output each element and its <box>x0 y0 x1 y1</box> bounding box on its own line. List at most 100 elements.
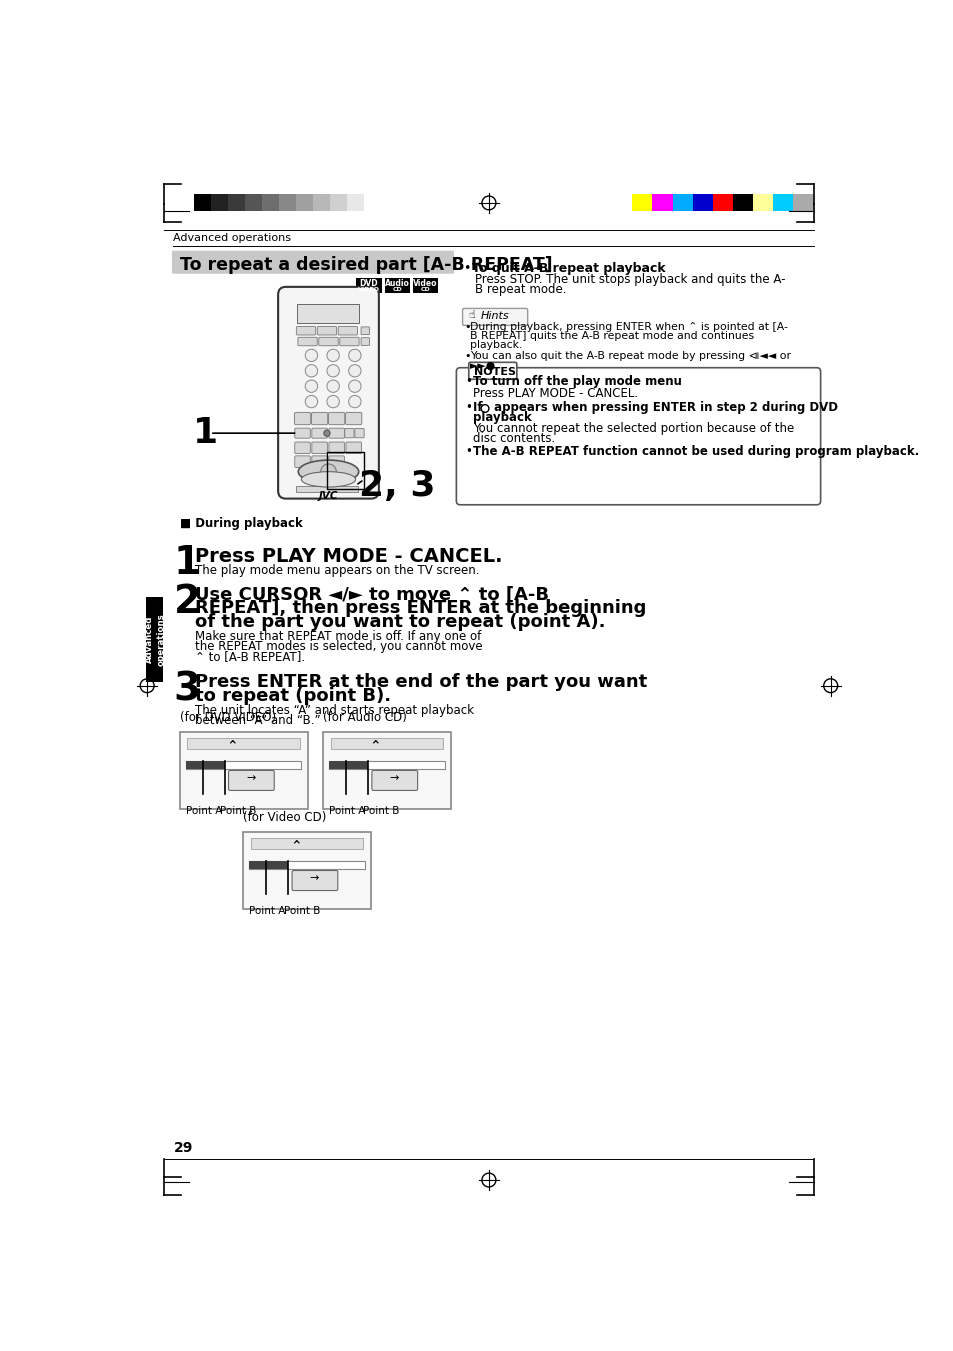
Text: During playback, pressing ENTER when ⌃ is pointed at [A-: During playback, pressing ENTER when ⌃ i… <box>470 322 787 332</box>
FancyBboxPatch shape <box>294 442 310 454</box>
Bar <box>329 761 368 769</box>
Bar <box>187 738 299 748</box>
Bar <box>179 732 307 809</box>
Circle shape <box>305 396 317 408</box>
Text: CD: CD <box>393 286 402 292</box>
Text: of the part you want to repeat (point A).: of the part you want to repeat (point A)… <box>195 613 605 631</box>
Bar <box>278 195 295 211</box>
Text: appears when pressing ENTER in step 2 during DVD: appears when pressing ENTER in step 2 du… <box>490 401 838 413</box>
FancyBboxPatch shape <box>297 338 317 346</box>
Bar <box>245 195 261 211</box>
Bar <box>471 370 514 374</box>
Bar <box>146 597 163 682</box>
Bar <box>753 195 773 211</box>
Bar <box>228 195 245 211</box>
Text: →: → <box>389 773 398 784</box>
Circle shape <box>305 380 317 392</box>
Bar <box>251 838 363 848</box>
Text: Point A: Point A <box>249 905 286 916</box>
Text: 29: 29 <box>173 1140 193 1155</box>
FancyBboxPatch shape <box>294 428 310 438</box>
Text: Press PLAY MODE - CANCEL.: Press PLAY MODE - CANCEL. <box>195 547 502 566</box>
FancyBboxPatch shape <box>360 338 369 346</box>
Text: playback: playback <box>473 411 532 424</box>
Text: ⌃ to [A-B REPEAT].: ⌃ to [A-B REPEAT]. <box>195 650 305 663</box>
Text: to repeat (point B).: to repeat (point B). <box>195 688 391 705</box>
Bar <box>243 832 371 909</box>
Text: ⌃: ⌃ <box>290 838 301 852</box>
Text: DVD: DVD <box>359 278 377 288</box>
Text: ☝: ☝ <box>468 311 475 320</box>
FancyBboxPatch shape <box>312 442 327 454</box>
Bar <box>331 738 443 748</box>
FancyBboxPatch shape <box>344 428 354 438</box>
Bar <box>313 195 330 211</box>
FancyBboxPatch shape <box>278 286 378 499</box>
Text: Press STOP. The unit stops playback and quits the A-: Press STOP. The unit stops playback and … <box>475 273 784 286</box>
Text: Point B: Point B <box>363 805 399 816</box>
Circle shape <box>327 380 339 392</box>
Circle shape <box>348 349 360 362</box>
Text: The A-B REPEAT function cannot be used during program playback.: The A-B REPEAT function cannot be used d… <box>473 446 919 458</box>
Text: Press ENTER at the end of the part you want: Press ENTER at the end of the part you w… <box>195 673 647 692</box>
Text: Point A: Point A <box>329 805 365 816</box>
Text: disc contents.: disc contents. <box>473 431 555 444</box>
Text: Advanced
operations: Advanced operations <box>144 613 165 666</box>
Text: To turn off the play mode menu: To turn off the play mode menu <box>473 376 681 389</box>
FancyBboxPatch shape <box>329 428 344 438</box>
Text: 1: 1 <box>193 416 218 450</box>
Text: To repeat a desired part [A-B REPEAT]: To repeat a desired part [A-B REPEAT] <box>179 257 552 274</box>
Text: B REPEAT] quits the A-B repeat mode and continues: B REPEAT] quits the A-B repeat mode and … <box>470 331 754 342</box>
FancyBboxPatch shape <box>329 455 344 467</box>
Text: Point A: Point A <box>186 805 222 816</box>
Bar <box>329 761 444 769</box>
Text: 1: 1 <box>173 544 200 582</box>
FancyBboxPatch shape <box>360 327 369 335</box>
Bar <box>692 195 712 211</box>
Text: •: • <box>464 322 470 332</box>
Text: 2: 2 <box>173 582 200 620</box>
Text: (for Audio CD): (for Audio CD) <box>323 711 407 724</box>
FancyBboxPatch shape <box>355 428 364 438</box>
Text: CD: CD <box>420 286 430 292</box>
Text: (for Video CD): (for Video CD) <box>243 811 326 824</box>
Text: VIDEO: VIDEO <box>357 286 379 292</box>
Bar <box>249 862 288 869</box>
Text: To quit A-B repeat playback: To quit A-B repeat playback <box>472 262 665 276</box>
FancyBboxPatch shape <box>172 251 454 274</box>
FancyBboxPatch shape <box>339 338 358 346</box>
Bar <box>186 761 224 769</box>
Bar <box>323 732 451 809</box>
Text: Audio: Audio <box>385 278 410 288</box>
FancyBboxPatch shape <box>456 367 820 505</box>
Text: Advanced operations: Advanced operations <box>173 234 292 243</box>
Bar <box>385 277 410 293</box>
FancyBboxPatch shape <box>329 442 344 454</box>
Text: You cannot repeat the selected portion because of the: You cannot repeat the selected portion b… <box>473 422 794 435</box>
Bar <box>632 195 652 211</box>
Text: •: • <box>465 446 472 458</box>
Bar <box>297 304 359 323</box>
Circle shape <box>323 430 330 436</box>
FancyBboxPatch shape <box>372 770 417 790</box>
Circle shape <box>305 349 317 362</box>
FancyBboxPatch shape <box>317 327 336 335</box>
FancyBboxPatch shape <box>345 412 361 424</box>
Bar <box>773 195 793 211</box>
Text: If: If <box>473 401 487 413</box>
Circle shape <box>348 380 360 392</box>
Text: →: → <box>310 873 319 884</box>
FancyBboxPatch shape <box>311 412 328 424</box>
Bar <box>413 277 437 293</box>
Bar <box>327 453 364 489</box>
Text: Use CURSOR ◄/► to move ⌃ to [A-B: Use CURSOR ◄/► to move ⌃ to [A-B <box>195 585 549 604</box>
Text: Press PLAY MODE - CANCEL.: Press PLAY MODE - CANCEL. <box>473 386 638 400</box>
Text: •: • <box>465 401 472 413</box>
Text: Point B: Point B <box>220 805 256 816</box>
Text: between “A” and “B.”: between “A” and “B.” <box>195 715 320 727</box>
FancyBboxPatch shape <box>229 770 274 790</box>
FancyBboxPatch shape <box>318 338 337 346</box>
FancyBboxPatch shape <box>296 327 315 335</box>
Bar <box>295 195 313 211</box>
Text: The unit locates “A” and starts repeat playback: The unit locates “A” and starts repeat p… <box>195 704 474 717</box>
